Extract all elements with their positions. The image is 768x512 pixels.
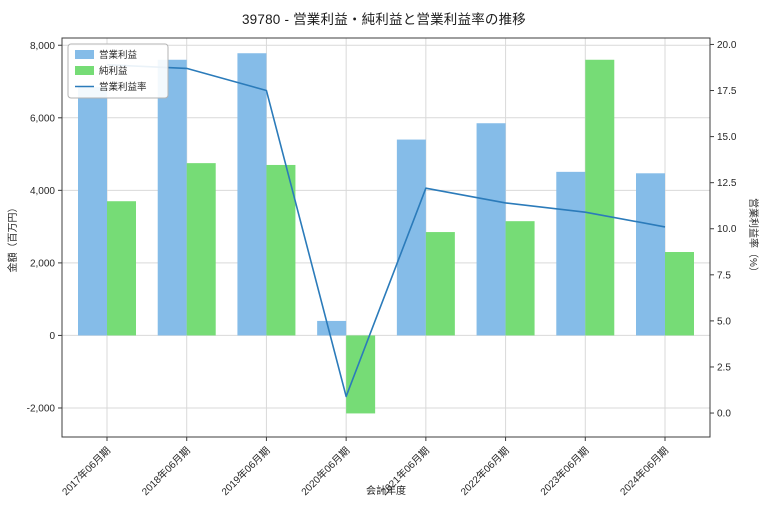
y-tick-label-right: 15.0 [717, 132, 737, 143]
bar [346, 335, 376, 414]
x-tick-label: 2024年06月期 [617, 444, 671, 498]
bar [107, 201, 136, 336]
y-tick-label-left: 8,000 [30, 41, 55, 52]
legend-label: 営業利益率 [99, 81, 147, 93]
y-tick-label-left: 2,000 [30, 258, 55, 269]
bars-net-profit [107, 59, 694, 414]
y-axis-left: -2,000 0 2,000 4,000 6,000 8,000 [27, 41, 62, 414]
y-tick-label-right: 17.5 [717, 86, 737, 97]
bar [585, 59, 615, 336]
x-tick-label: 2020年06月期 [298, 444, 352, 498]
bar [78, 86, 107, 336]
bar [157, 59, 187, 336]
legend-swatch [75, 66, 94, 75]
x-tick-label: 2019年06月期 [219, 444, 273, 498]
y-tick-label-left: 0 [49, 331, 55, 342]
bar [425, 232, 455, 336]
y-axis-title-left: 金額（百万円） [6, 203, 19, 273]
y-tick-label-right: 12.5 [717, 178, 737, 189]
x-tick-label: 2022年06月期 [458, 444, 512, 498]
bar [556, 171, 586, 336]
x-tick-label: 2023年06月期 [537, 444, 591, 498]
y-tick-label-left: 6,000 [30, 113, 55, 124]
line-operating-margin [106, 63, 666, 398]
y-tick-label-right: 7.5 [717, 270, 731, 281]
y-tick-label-right: 2.5 [717, 362, 731, 373]
y-axis-title-right: 営業利益率（%） [747, 198, 760, 277]
y-tick-label-right: 20.0 [717, 40, 737, 51]
legend-label: 純利益 [99, 65, 128, 77]
bar [636, 173, 665, 336]
x-tick-label: 2018年06月期 [139, 444, 193, 498]
bar [186, 163, 216, 336]
axes-border [61, 37, 711, 438]
y-axis-right: 0.0 2.5 5.0 7.5 10.0 12.5 15.0 17.5 20.0 [710, 40, 737, 420]
y-tick-label-right: 10.0 [717, 224, 737, 235]
bar [237, 53, 267, 336]
y-tick-label-right: 0.0 [717, 409, 731, 420]
bar [266, 164, 296, 336]
x-tick-label: 2017年06月期 [59, 444, 113, 498]
y-tick-label-right: 5.0 [717, 316, 731, 327]
x-axis-title: 会計年度 [366, 484, 406, 497]
bars-operating-profit [78, 53, 665, 336]
chart-title: 39780 - 営業利益・純利益と営業利益率の推移 [241, 12, 527, 27]
bar [476, 123, 506, 336]
bar [396, 139, 426, 336]
legend-label: 営業利益 [99, 49, 138, 61]
y-tick-label-left: 4,000 [30, 186, 55, 197]
bar [505, 221, 535, 336]
bar [317, 320, 347, 336]
legend-swatch [75, 50, 94, 59]
bar [665, 252, 694, 336]
y-tick-label-left: -2,000 [27, 403, 56, 414]
